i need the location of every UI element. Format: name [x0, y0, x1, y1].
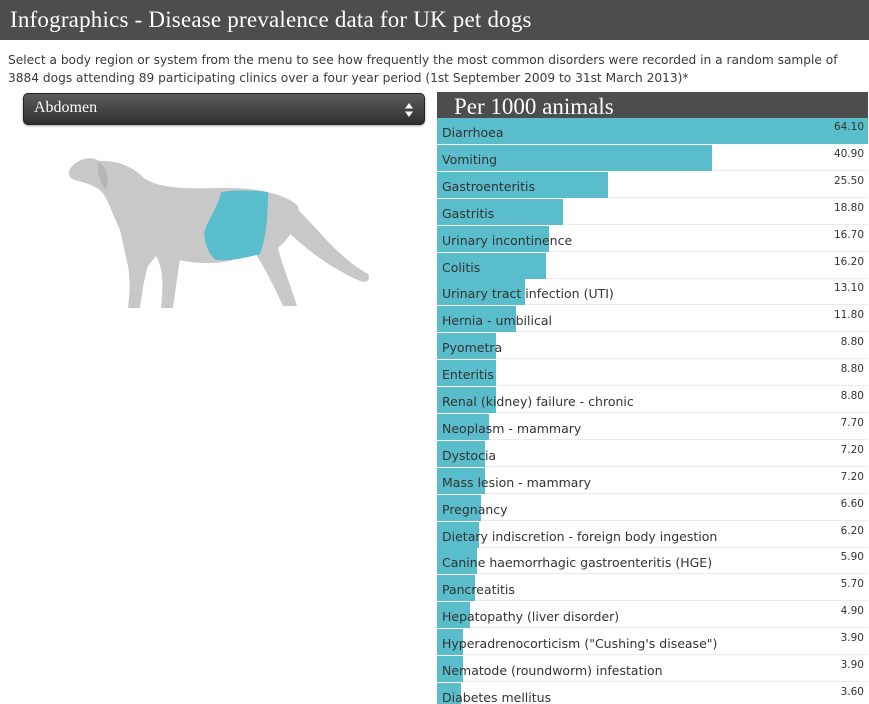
prevalence-value: 7.70 [840, 416, 864, 429]
prevalence-bar-chart: Diarrhoea 64.10 Vomiting 40.90 Gastroenterit… [437, 118, 868, 704]
disorder-label: Urinary incontinence [442, 232, 573, 248]
prevalence-value: 6.20 [840, 524, 864, 537]
intro-text: Select a body region or system from the … [8, 53, 838, 85]
disorder-label: Renal (kidney) failure - chronic [442, 394, 634, 409]
chart-row[interactable]: Pancreatitis 5.70 [437, 575, 868, 602]
chart-row[interactable]: Dietary indiscretion - foreign body inge… [437, 521, 868, 548]
prevalence-bar [437, 656, 464, 682]
chart-row[interactable]: Neoplasm - mammary 7.70 [437, 413, 868, 440]
chart-row[interactable]: Nematode (roundworm) infestation 3.90 [437, 656, 868, 682]
disorder-label: Canine haemorrhagic gastroenteritis (HGE… [442, 555, 713, 571]
disorder-label: Dystocia [442, 447, 497, 463]
prevalence-bar [437, 360, 497, 387]
chart-row[interactable]: Dystocia 7.20 [437, 440, 868, 467]
prevalence-value: 7.20 [840, 470, 864, 483]
disorder-label: Pyometra [442, 340, 503, 356]
disorder-label: Colitis [442, 259, 481, 275]
prevalence-value: 5.90 [840, 551, 864, 564]
disorder-label: Mass lesion - mammary [442, 474, 592, 490]
disorder-label: Hepatopathy (liver disorder) [442, 609, 620, 625]
disorder-label: Gastroenteritis [442, 178, 535, 194]
prevalence-bar [437, 494, 482, 521]
page-title: Infographics - Disease prevalence data f… [10, 7, 532, 32]
chart-row[interactable]: Colitis 16.20 [437, 252, 868, 279]
prevalence-value: 16.20 [833, 255, 864, 268]
prevalence-bar [437, 413, 489, 440]
chart-row[interactable]: Canine haemorrhagic gastroenteritis (HGE… [437, 548, 868, 575]
chart-row[interactable]: Pregnancy 6.60 [437, 494, 868, 521]
chart-row[interactable]: Renal (kidney) failure - chronic 8.80 [437, 387, 868, 413]
prevalence-bar [437, 198, 564, 225]
prevalence-value: 4.90 [840, 605, 864, 618]
page-header: Infographics - Disease prevalence data f… [0, 0, 869, 40]
disorder-label: Diabetes mellitus [442, 689, 552, 704]
disorder-label: Nematode (roundworm) infestation [442, 663, 663, 678]
disorder-label: Urinary tract infection (UTI) [442, 286, 614, 302]
chart-title: Per 1000 animals [454, 94, 614, 119]
chart-row[interactable]: Urinary tract infection (UTI) 13.10 [437, 279, 868, 306]
prevalence-bar [437, 118, 868, 144]
chart-row[interactable]: Urinary incontinence 16.70 [437, 225, 868, 252]
prevalence-value: 3.60 [840, 685, 864, 698]
chart-row[interactable]: Hernia - umbilical 11.80 [437, 306, 868, 333]
body-region-select[interactable]: Abdomen [23, 93, 425, 125]
prevalence-bar [437, 306, 517, 333]
disorder-label: Diarrhoea [442, 125, 504, 140]
chart-row[interactable]: Mass lesion - mammary 7.20 [437, 467, 868, 494]
chart-row[interactable]: Gastritis 18.80 [437, 198, 868, 225]
prevalence-bar [437, 144, 712, 171]
disorder-label: Enteritis [442, 367, 494, 383]
prevalence-bar [437, 225, 550, 252]
prevalence-bar [437, 575, 476, 602]
prevalence-value: 40.90 [833, 147, 864, 160]
prevalence-value: 8.80 [840, 363, 864, 376]
prevalence-bar [437, 467, 486, 494]
dog-silhouette-icon [68, 158, 370, 308]
disorder-label: Gastritis [442, 205, 495, 221]
chart-row[interactable]: Enteritis 8.80 [437, 360, 868, 387]
chart-row[interactable]: Hepatopathy (liver disorder) 4.90 [437, 602, 868, 629]
prevalence-value: 11.80 [833, 309, 864, 322]
prevalence-bar [437, 333, 497, 360]
prevalence-value: 3.90 [840, 632, 864, 645]
chart-row[interactable]: Vomiting 40.90 [437, 144, 868, 171]
prevalence-value: 16.70 [833, 228, 864, 241]
prevalence-value: 7.20 [840, 443, 864, 456]
prevalence-bar [437, 171, 609, 198]
prevalence-bar [437, 682, 462, 704]
selected-region: Abdomen [34, 99, 98, 116]
chart-row[interactable]: Gastroenteritis 25.50 [437, 171, 868, 198]
prevalence-value: 8.80 [840, 336, 864, 349]
disorder-label: Pregnancy [442, 501, 508, 517]
prevalence-value: 6.60 [840, 497, 864, 510]
prevalence-bar [437, 387, 497, 413]
disorder-label: Dietary indiscretion - foreign body inge… [442, 528, 718, 544]
select-arrows-icon [405, 103, 413, 117]
chart-header: Per 1000 animals [437, 92, 868, 120]
prevalence-bar [437, 602, 470, 629]
chart-row[interactable]: Diarrhoea 64.10 [437, 118, 868, 144]
prevalence-value: 64.10 [833, 121, 864, 133]
disorder-label: Neoplasm - mammary [442, 420, 582, 436]
prevalence-value: 18.80 [833, 201, 864, 214]
prevalence-bar [437, 629, 464, 656]
prevalence-bar [437, 548, 477, 575]
prevalence-bar [437, 440, 486, 467]
chart-row[interactable]: Pyometra 8.80 [437, 333, 868, 360]
chart-row[interactable]: Diabetes mellitus 3.60 [437, 682, 868, 704]
prevalence-value: 13.10 [833, 282, 864, 295]
prevalence-bar [437, 252, 546, 279]
prevalence-value: 3.90 [840, 659, 864, 671]
prevalence-value: 8.80 [840, 390, 864, 402]
disorder-label: Pancreatitis [442, 582, 515, 598]
disorder-label: Hernia - umbilical [442, 313, 552, 329]
prevalence-bar [437, 521, 479, 548]
prevalence-bar [437, 279, 526, 306]
prevalence-value: 5.70 [840, 578, 864, 591]
disorder-label: Vomiting [442, 151, 498, 167]
prevalence-value: 25.50 [833, 174, 864, 187]
disorder-label: Hyperadrenocorticism ("Cushing's disease… [442, 636, 718, 652]
chart-row[interactable]: Hyperadrenocorticism ("Cushing's disease… [437, 629, 868, 656]
